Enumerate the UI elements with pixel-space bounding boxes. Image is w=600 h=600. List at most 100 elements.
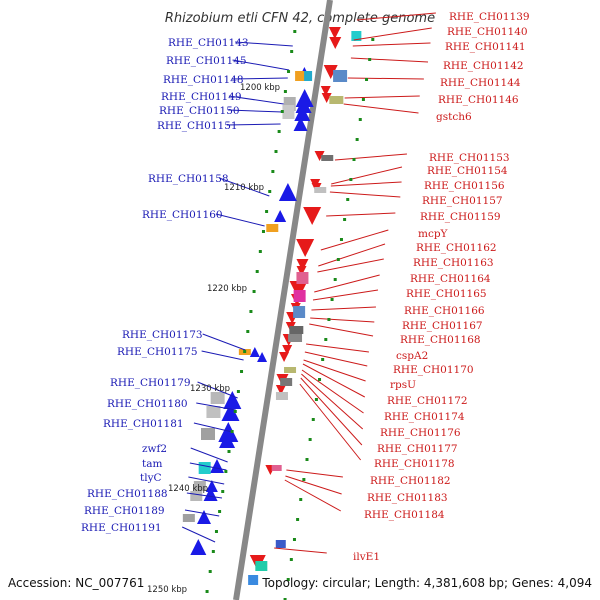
gene-label-right[interactable]: RHE_CH01153 bbox=[429, 152, 510, 164]
scale-dot bbox=[283, 598, 287, 600]
scale-dot bbox=[252, 290, 256, 293]
gene-label-right[interactable]: RHE_CH01157 bbox=[422, 195, 503, 207]
gene-label-right[interactable]: RHE_CH01174 bbox=[384, 411, 465, 423]
gene-label-right[interactable]: RHE_CH01154 bbox=[427, 165, 508, 177]
gene-label-left[interactable]: zwf2 bbox=[142, 443, 167, 455]
scale-dot bbox=[368, 58, 372, 61]
gene-label-right[interactable]: RHE_CH01156 bbox=[424, 180, 505, 192]
gene-block bbox=[248, 575, 259, 585]
leader-line-left bbox=[232, 59, 290, 71]
gene-label-left[interactable]: RHE_CH01160 bbox=[142, 209, 223, 221]
scale-dot bbox=[293, 30, 297, 33]
scale-dot bbox=[343, 218, 347, 221]
gene-label-left[interactable]: tlyC bbox=[140, 472, 162, 484]
scale-dot bbox=[280, 110, 284, 113]
gene-arrow-right-strand bbox=[296, 266, 307, 276]
gene-label-right[interactable]: RHE_CH01183 bbox=[367, 492, 448, 504]
gene-label-right[interactable]: RHE_CH01142 bbox=[443, 60, 524, 72]
leader-line-left bbox=[196, 402, 236, 411]
gene-block bbox=[284, 367, 297, 373]
gene-label-right[interactable]: rpsU bbox=[390, 379, 416, 391]
gene-block bbox=[193, 481, 206, 491]
scale-dot bbox=[246, 330, 250, 333]
gene-block bbox=[289, 326, 304, 334]
gene-label-right[interactable]: RHE_CH01170 bbox=[393, 364, 474, 376]
gene-label-right[interactable]: RHE_CH01162 bbox=[416, 242, 497, 254]
gene-label-left[interactable]: RHE_CH01149 bbox=[161, 91, 242, 103]
gene-label-right[interactable]: RHE_CH01164 bbox=[410, 273, 491, 285]
gene-block bbox=[351, 31, 362, 41]
gene-label-left[interactable]: RHE_CH01179 bbox=[110, 377, 191, 389]
gene-block bbox=[295, 71, 306, 81]
gene-label-left[interactable]: RHE_CH01189 bbox=[84, 505, 165, 517]
gene-label-right[interactable]: RHE_CH01184 bbox=[364, 509, 445, 521]
gene-block bbox=[198, 462, 211, 474]
scale-dot bbox=[218, 510, 222, 513]
leader-line-right bbox=[343, 103, 419, 114]
gene-arrow-right-strand bbox=[320, 86, 331, 96]
gene-label-right[interactable]: RHE_CH01146 bbox=[438, 94, 519, 106]
leader-line-right bbox=[309, 323, 374, 337]
scale-label-1200: 1200 kbp bbox=[240, 83, 280, 93]
leader-line-left bbox=[188, 476, 225, 485]
gene-label-right[interactable]: RHE_CH01166 bbox=[404, 305, 485, 317]
gene-label-right[interactable]: RHE_CH01182 bbox=[370, 475, 451, 487]
leader-line-right bbox=[304, 351, 368, 367]
gene-label-left[interactable]: RHE_CH01180 bbox=[107, 398, 188, 410]
gene-arrow-left-strand bbox=[203, 487, 218, 501]
gene-label-left[interactable]: RHE_CH01188 bbox=[87, 488, 168, 500]
gene-arrow-left-strand bbox=[257, 352, 268, 362]
leader-line-right bbox=[344, 95, 420, 99]
gene-arrow-right-strand bbox=[321, 93, 332, 103]
leader-line-right bbox=[306, 343, 369, 353]
gene-arrow-right-strand bbox=[279, 352, 290, 362]
map-title: Rhizobium etli CFN 42, complete genome bbox=[165, 11, 435, 26]
chromosome-axis bbox=[233, 0, 333, 600]
gene-label-right[interactable]: RHE_CH01176 bbox=[380, 427, 461, 439]
gene-label-right[interactable]: RHE_CH01177 bbox=[377, 443, 458, 455]
gene-label-right[interactable]: RHE_CH01144 bbox=[440, 77, 521, 89]
gene-label-left[interactable]: RHE_CH01173 bbox=[122, 329, 203, 341]
gene-label-left[interactable]: RHE_CH01148 bbox=[163, 74, 244, 86]
gene-label-left[interactable]: RHE_CH01143 bbox=[168, 37, 249, 49]
gene-label-right[interactable]: gstch6 bbox=[436, 111, 472, 123]
gene-block bbox=[201, 428, 216, 440]
leader-line-left bbox=[201, 350, 244, 361]
gene-label-left[interactable]: RHE_CH01181 bbox=[103, 418, 184, 430]
gene-label-right[interactable]: RHE_CH01178 bbox=[374, 458, 455, 470]
scale-dot bbox=[352, 158, 356, 161]
gene-label-right[interactable]: cspA2 bbox=[396, 350, 428, 362]
gene-label-right[interactable]: RHE_CH01168 bbox=[400, 334, 481, 346]
scale-dot bbox=[349, 178, 353, 181]
leader-line-right bbox=[353, 27, 432, 41]
gene-block bbox=[275, 392, 288, 400]
gene-label-right[interactable]: RHE_CH01165 bbox=[406, 288, 487, 300]
gene-label-left[interactable]: RHE_CH01175 bbox=[117, 346, 198, 358]
gene-label-left[interactable]: RHE_CH01158 bbox=[148, 173, 229, 185]
gene-label-right[interactable]: RHE_CH01172 bbox=[387, 395, 468, 407]
leader-line-right bbox=[320, 229, 389, 251]
leader-line-right bbox=[317, 258, 384, 273]
gene-arrow-right-strand bbox=[303, 207, 322, 225]
gene-arrow-right-strand bbox=[329, 37, 342, 49]
gene-label-right[interactable]: RHE_CH01141 bbox=[445, 41, 526, 53]
scale-dot bbox=[205, 590, 209, 593]
gene-label-right[interactable]: RHE_CH01159 bbox=[420, 211, 501, 223]
gene-label-right[interactable]: ilvE1 bbox=[353, 551, 380, 563]
gene-label-left[interactable]: RHE_CH01151 bbox=[157, 120, 238, 132]
gene-label-right[interactable]: RHE_CH01163 bbox=[413, 257, 494, 269]
gene-label-right[interactable]: mcpY bbox=[418, 228, 449, 240]
leader-line-right bbox=[302, 363, 366, 398]
gene-label-right[interactable]: RHE_CH01140 bbox=[447, 26, 528, 38]
gene-label-right[interactable]: RHE_CH01139 bbox=[449, 11, 530, 23]
gene-label-left[interactable]: RHE_CH01150 bbox=[159, 105, 240, 117]
leader-line-left bbox=[189, 462, 227, 471]
gene-label-left[interactable]: RHE_CH01191 bbox=[81, 522, 162, 534]
scale-dot bbox=[277, 130, 281, 133]
leader-line-right bbox=[303, 359, 366, 382]
gene-label-left[interactable]: tam bbox=[142, 458, 162, 470]
scale-dot bbox=[324, 338, 328, 341]
gene-label-right[interactable]: RHE_CH01167 bbox=[402, 320, 483, 332]
gene-label-left[interactable]: RHE_CH01145 bbox=[166, 55, 247, 67]
